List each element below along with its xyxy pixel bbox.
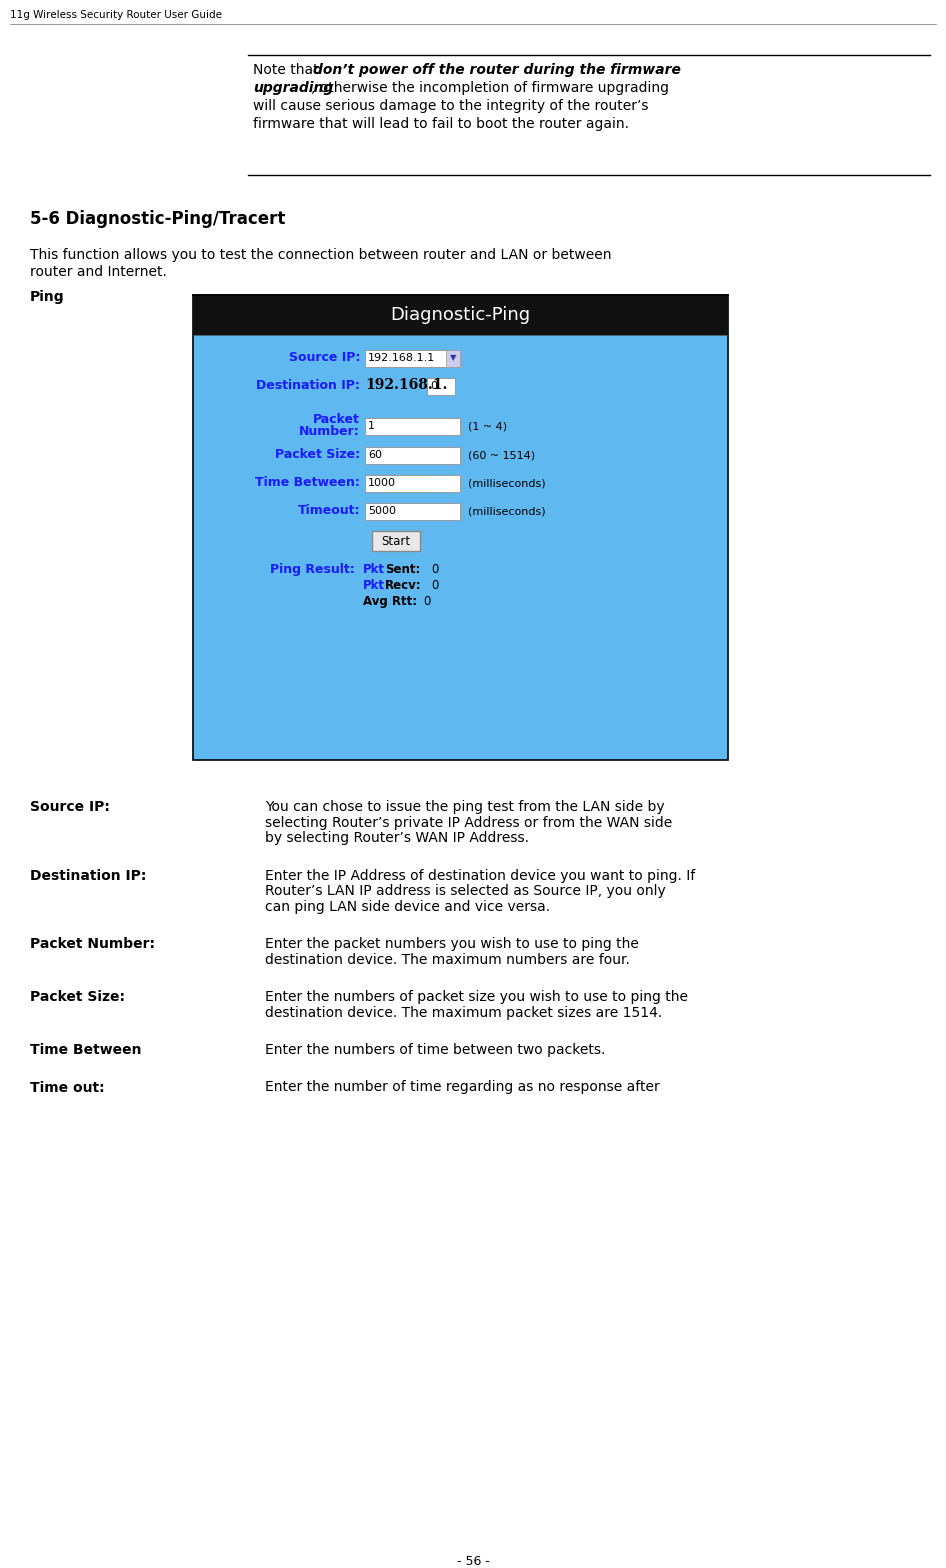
Text: You can chose to issue the ping test from the LAN side by: You can chose to issue the ping test fro… (265, 800, 665, 814)
Text: 5-6 Diagnostic-Ping/Tracert: 5-6 Diagnostic-Ping/Tracert (30, 210, 286, 227)
Text: Time Between:: Time Between: (255, 475, 360, 489)
Text: 0: 0 (431, 563, 438, 575)
Text: Enter the numbers of packet size you wish to use to ping the: Enter the numbers of packet size you wis… (265, 989, 688, 1004)
Text: Timeout:: Timeout: (297, 503, 360, 516)
Text: Packet Size:: Packet Size: (275, 447, 360, 461)
Text: Enter the numbers of time between two packets.: Enter the numbers of time between two pa… (265, 1043, 605, 1057)
Text: Enter the packet numbers you wish to use to ping the: Enter the packet numbers you wish to use… (265, 938, 639, 952)
FancyBboxPatch shape (365, 419, 460, 434)
Text: Packet: Packet (313, 412, 360, 426)
Text: 0: 0 (430, 381, 437, 390)
Text: Start: Start (381, 535, 411, 547)
Text: This function allows you to test the connection between router and LAN or betwee: This function allows you to test the con… (30, 248, 611, 262)
Text: 0: 0 (423, 594, 430, 608)
Text: firmware that will lead to fail to boot the router again.: firmware that will lead to fail to boot … (253, 118, 629, 132)
Text: will cause serious damage to the integrity of the router’s: will cause serious damage to the integri… (253, 99, 649, 113)
Text: 60: 60 (368, 450, 382, 459)
FancyBboxPatch shape (365, 447, 460, 464)
Text: (milliseconds): (milliseconds) (468, 478, 546, 488)
FancyBboxPatch shape (427, 378, 455, 395)
Text: Pkt: Pkt (363, 579, 385, 593)
Text: by selecting Router’s WAN IP Address.: by selecting Router’s WAN IP Address. (265, 831, 529, 845)
Text: Time Between: Time Between (30, 1043, 142, 1057)
Text: destination device. The maximum numbers are four.: destination device. The maximum numbers … (265, 952, 630, 966)
Text: Recv:: Recv: (385, 579, 422, 593)
FancyBboxPatch shape (365, 475, 460, 492)
Text: Ping Result:: Ping Result: (271, 563, 355, 575)
FancyBboxPatch shape (446, 350, 460, 367)
Text: (60 ~ 1514): (60 ~ 1514) (468, 450, 535, 459)
Text: selecting Router’s private IP Address or from the WAN side: selecting Router’s private IP Address or… (265, 815, 673, 829)
Text: router and Internet.: router and Internet. (30, 265, 166, 279)
Text: Packet Number:: Packet Number: (30, 938, 155, 952)
FancyBboxPatch shape (365, 350, 460, 367)
Text: 1: 1 (368, 420, 375, 431)
Text: Enter the IP Address of destination device you want to ping. If: Enter the IP Address of destination devi… (265, 869, 695, 883)
Text: Ping: Ping (30, 290, 64, 304)
Text: Sent:: Sent: (385, 563, 420, 575)
Text: Enter the number of time regarding as no response after: Enter the number of time regarding as no… (265, 1080, 659, 1094)
Text: Router’s LAN IP address is selected as Source IP, you only: Router’s LAN IP address is selected as S… (265, 884, 666, 898)
Text: 192.168.1.: 192.168.1. (365, 378, 447, 392)
Text: Pkt: Pkt (363, 563, 385, 575)
Text: Avg Rtt:: Avg Rtt: (363, 594, 417, 608)
Text: Source IP:: Source IP: (289, 351, 360, 364)
Text: destination device. The maximum packet sizes are 1514.: destination device. The maximum packet s… (265, 1005, 662, 1019)
Text: Diagnostic-Ping: Diagnostic-Ping (391, 306, 531, 325)
Text: 1000: 1000 (368, 478, 396, 488)
Text: Destination IP:: Destination IP: (256, 378, 360, 392)
FancyBboxPatch shape (193, 295, 728, 760)
Text: Source IP:: Source IP: (30, 800, 110, 814)
Text: Note that: Note that (253, 63, 323, 77)
FancyBboxPatch shape (365, 503, 460, 521)
Text: (1 ~ 4): (1 ~ 4) (468, 420, 507, 431)
Text: - 56 -: - 56 - (457, 1555, 489, 1568)
Text: (milliseconds): (milliseconds) (468, 506, 546, 516)
Text: Destination IP:: Destination IP: (30, 869, 147, 883)
Text: Packet Size:: Packet Size: (30, 989, 125, 1004)
Text: Number:: Number: (299, 425, 360, 437)
Text: upgrading: upgrading (253, 82, 333, 96)
Text: don’t power off the router during the firmware: don’t power off the router during the fi… (313, 63, 681, 77)
Text: ▼: ▼ (449, 353, 456, 362)
Text: can ping LAN side device and vice versa.: can ping LAN side device and vice versa. (265, 900, 551, 914)
FancyBboxPatch shape (372, 532, 420, 550)
Text: 11g Wireless Security Router User Guide: 11g Wireless Security Router User Guide (10, 9, 222, 20)
Text: 5000: 5000 (368, 506, 396, 516)
Text: 0: 0 (431, 579, 438, 593)
Text: Time out:: Time out: (30, 1080, 105, 1094)
FancyBboxPatch shape (193, 295, 728, 336)
Text: 192.168.1.1: 192.168.1.1 (368, 353, 435, 364)
Text: , otherwise the incompletion of firmware upgrading: , otherwise the incompletion of firmware… (311, 82, 669, 96)
